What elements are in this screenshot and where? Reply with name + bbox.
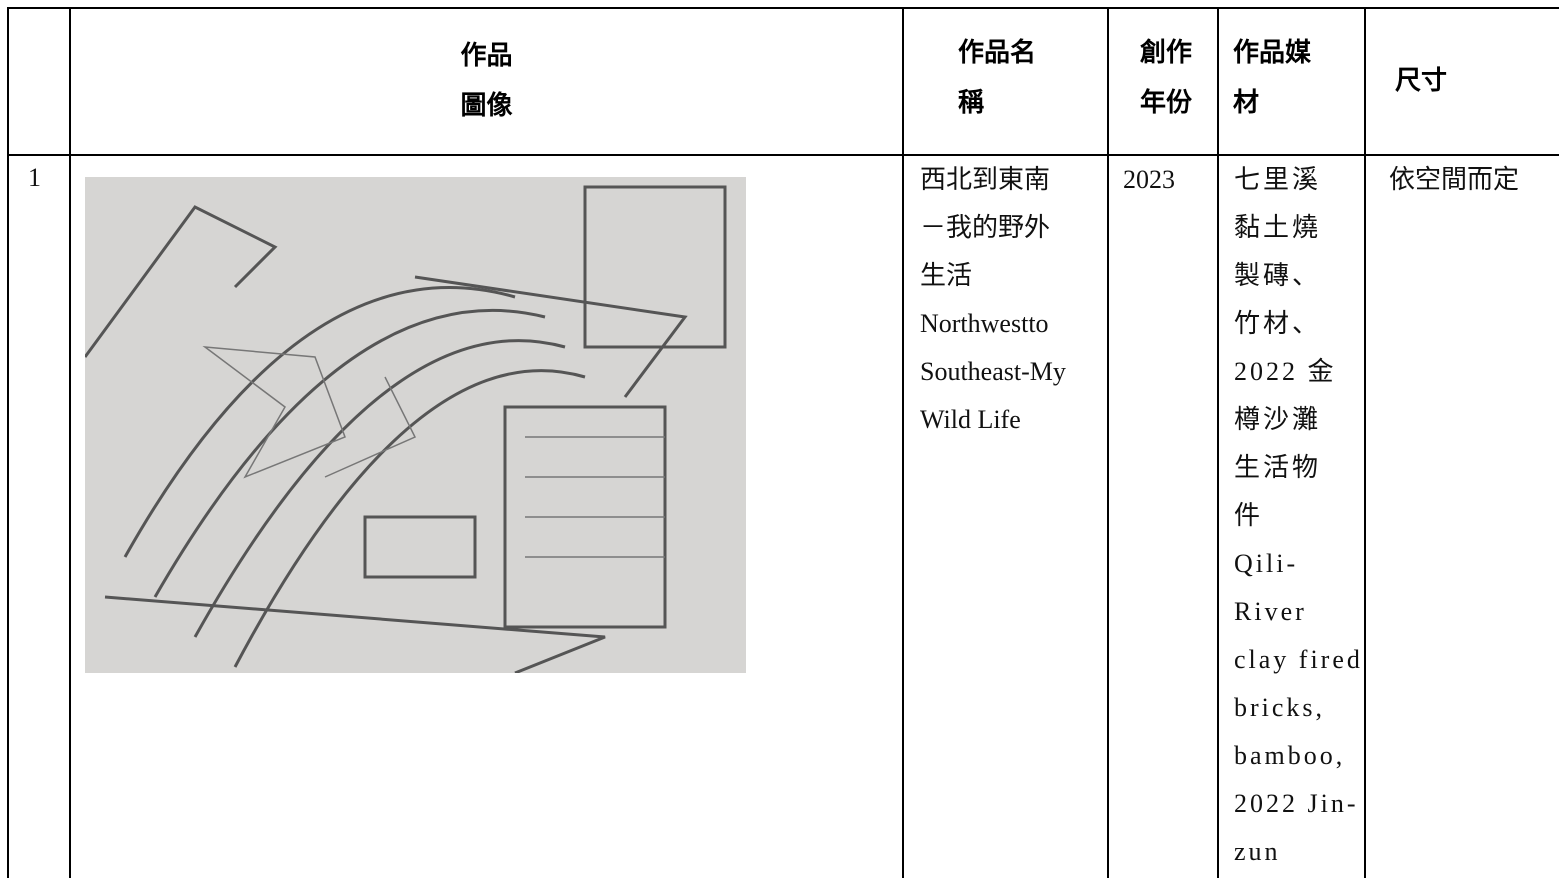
artwork-medium: 七里溪 黏土燒 製磚、 竹材、 2022 金 樽沙灘 生活物 件 Qili- R…	[1234, 165, 1363, 866]
header-cell: 尺寸	[1395, 66, 1448, 96]
border	[1364, 8, 1366, 878]
border	[1217, 8, 1219, 878]
artwork-image	[85, 177, 746, 673]
header-cell	[8, 8, 70, 154]
header-cell: 作品名 稱	[958, 38, 1037, 118]
border	[8, 7, 1559, 9]
header-cell: 作品 圖像	[460, 41, 513, 121]
border	[7, 7, 9, 878]
border	[902, 8, 904, 878]
row-number: 1	[28, 163, 41, 192]
artwork-size: 依空間而定	[1389, 165, 1520, 194]
border	[8, 154, 1559, 156]
header-cell: 作品媒 材	[1233, 38, 1312, 118]
border	[1107, 8, 1109, 878]
header-cell: 創作 年份	[1140, 38, 1193, 118]
artwork-year: 2023	[1123, 165, 1175, 194]
border	[69, 8, 71, 878]
artwork-title: 西北到東南 －我的野外 生活 Northwestto Southeast-My …	[920, 165, 1066, 434]
